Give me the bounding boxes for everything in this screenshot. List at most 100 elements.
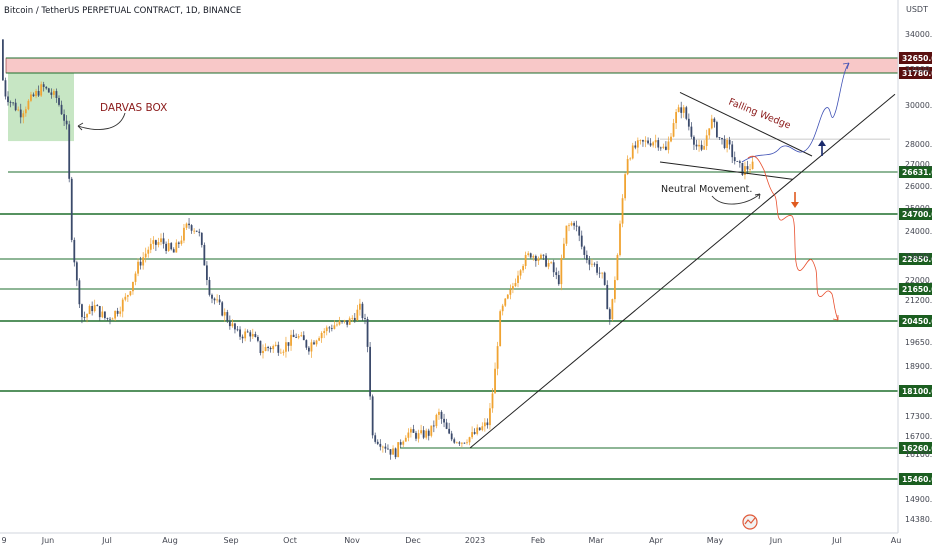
- candle-body: [680, 107, 683, 113]
- candle-body: [218, 299, 221, 303]
- candle-body: [160, 238, 162, 243]
- level-price-badge: [899, 52, 932, 64]
- level-price-badge: [899, 385, 932, 397]
- candle-body: [542, 254, 545, 256]
- candle-body: [527, 253, 530, 256]
- candle-body: [468, 437, 471, 443]
- candle-body: [269, 347, 272, 350]
- candle-body: [221, 302, 224, 316]
- neutral-pointer-path: [711, 193, 761, 205]
- candle-body: [17, 109, 20, 111]
- candle-body: [200, 232, 203, 245]
- candle-body: [353, 317, 356, 321]
- candle-body: [570, 223, 573, 226]
- candle-body: [427, 430, 430, 436]
- candle-body: [690, 126, 693, 137]
- candle-body: [425, 430, 428, 438]
- y-tick-label: 19650.0: [905, 338, 932, 347]
- candle-body: [195, 230, 198, 232]
- candle-body: [667, 141, 670, 150]
- candle-body: [165, 243, 167, 251]
- candle-body: [440, 411, 443, 419]
- candle-body: [351, 317, 354, 319]
- candle-body: [139, 261, 142, 266]
- candle-body: [575, 225, 578, 227]
- candle-body: [501, 305, 504, 312]
- candle-body: [2, 39, 4, 81]
- candle-body: [476, 427, 479, 434]
- candle-body: [101, 311, 104, 318]
- darvas-box-label: DARVAS BOX: [100, 102, 167, 114]
- y-tick-label: 30000.0: [905, 101, 932, 110]
- candle-body: [366, 318, 369, 347]
- x-tick-label: Mar: [588, 536, 604, 545]
- candle-body: [417, 433, 420, 439]
- candle-body: [318, 338, 320, 341]
- candle-body: [404, 437, 407, 442]
- candle-body: [216, 299, 218, 301]
- candle-body: [40, 84, 43, 96]
- candle-body: [550, 262, 553, 264]
- price-unit-label: USDT: [906, 5, 928, 14]
- level-price-label: 16260.0: [902, 444, 932, 453]
- wedge-lower-line: [659, 161, 794, 180]
- candle-body: [93, 305, 96, 312]
- candle-body: [121, 299, 124, 312]
- candle-body: [483, 422, 486, 427]
- candle-body: [172, 249, 175, 253]
- candle-body: [14, 102, 17, 111]
- candle-body: [81, 304, 83, 318]
- candle-body: [144, 253, 147, 258]
- candle-body: [545, 255, 547, 267]
- candle-body: [119, 311, 122, 314]
- up-arrow-head-icon: [818, 140, 826, 146]
- y-tick-label: 22000.0: [905, 276, 932, 285]
- candle-body: [591, 263, 593, 265]
- candle-body: [410, 429, 412, 433]
- candle-body: [568, 225, 570, 227]
- candle-body: [180, 240, 183, 244]
- candle-body: [555, 272, 558, 276]
- candle-body: [489, 408, 491, 426]
- candle-body: [155, 240, 157, 245]
- candle-body: [193, 230, 196, 232]
- candle-body: [557, 275, 560, 285]
- candle-body: [185, 223, 188, 228]
- chart-title: Bitcoin / TetherUS PERPETUAL CONTRACT, 1…: [4, 6, 241, 16]
- x-tick-label: Jun: [769, 536, 783, 545]
- candle-body: [310, 342, 313, 352]
- candle-body: [292, 334, 295, 337]
- candle-body: [685, 107, 688, 119]
- candle-body: [369, 346, 371, 397]
- candle-body: [746, 166, 749, 170]
- candle-body: [619, 223, 621, 256]
- candle-body: [42, 84, 45, 87]
- x-tick-label: 9: [1, 536, 6, 545]
- candle-body: [70, 178, 73, 240]
- candle-body: [274, 344, 277, 346]
- candle-body: [320, 332, 323, 339]
- candle-body: [328, 327, 331, 329]
- candle-body: [700, 144, 703, 150]
- candle-body: [721, 137, 723, 140]
- candle-body: [461, 442, 463, 444]
- candle-body: [73, 239, 76, 263]
- candle-body: [741, 162, 744, 175]
- candle-body: [662, 146, 665, 148]
- candle-body: [652, 142, 655, 146]
- candle-body: [7, 96, 9, 103]
- x-tick-label: Jun: [41, 536, 55, 545]
- candle-body: [466, 442, 468, 444]
- tradingview-logo-icon: [742, 514, 758, 530]
- candle-body: [394, 448, 397, 458]
- bearish-arrow-head: [832, 315, 839, 321]
- candle-body: [162, 238, 165, 244]
- candle-body: [537, 258, 540, 261]
- darvas-pointer-path: [77, 112, 126, 130]
- candle-body: [86, 314, 88, 318]
- candle-body: [713, 118, 716, 123]
- candle-body: [175, 242, 178, 253]
- candle-body: [211, 294, 213, 299]
- candle-body: [438, 411, 440, 415]
- candle-body: [392, 448, 394, 455]
